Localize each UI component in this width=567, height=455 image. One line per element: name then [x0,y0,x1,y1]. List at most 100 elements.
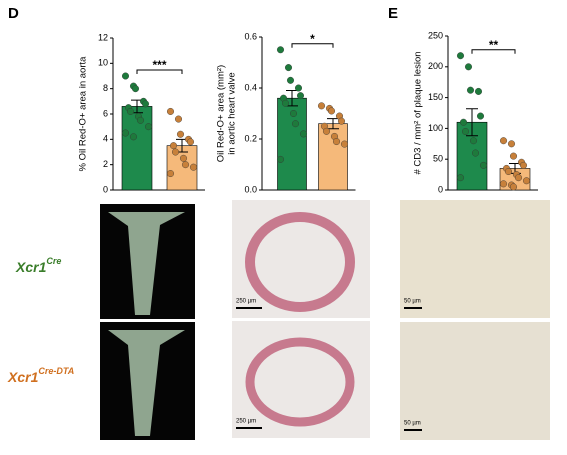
chart: 0 50 100 150 200 250 # CD3 / mm² of plaque les… [413,30,538,194]
data-point [189,163,197,171]
significance-bracket [471,49,516,54]
bar [121,106,153,191]
significance: *** [152,58,166,72]
valve-tissue [245,337,355,427]
significance: * [310,32,315,46]
data-point [520,161,528,169]
y-tick-label: 10 [98,58,108,68]
significance: ** [489,38,499,52]
data-point [500,137,508,145]
data-point [457,174,465,182]
error-bar [327,118,339,130]
y-tick-label: 0.2 [244,133,257,143]
y-tick-label: 6 [103,108,108,118]
data-point [282,99,290,107]
significance-bracket [136,69,183,74]
data-point [508,140,516,148]
data-point [121,129,129,137]
y-tick-label: 0 [438,184,443,194]
aorta-shape [108,212,185,315]
data-point [480,161,488,169]
data-point [523,177,531,185]
data-point [141,100,149,108]
y-tick-label: 0.0 [244,184,257,194]
data-point [121,72,129,80]
data-point [510,183,518,191]
data-point [318,102,326,110]
data-point [292,120,300,128]
data-point [277,155,285,163]
row-sup: Cre-DTA [38,366,74,376]
data-point [475,87,483,95]
data-point [297,92,305,100]
scale-label: 50 µm [404,299,421,305]
data-point [457,52,465,60]
data-point [515,174,523,182]
y-tick-label: 250 [428,30,443,40]
data-point [166,107,174,115]
data-point [470,137,478,145]
row-name: Xcr1 [7,369,39,385]
data-point [323,127,331,135]
y-tick-label: 0 [103,184,108,194]
chart: 0.0 0.2 0.4 0.6 Oil Red-O+ area (mm²) in aort… [216,31,356,194]
chart: 0 2 4 6 8 10 12 % Oil Red-O+ area in aorta *** [78,32,205,194]
row-label: Xcr1Cre-DTA [7,366,74,384]
y-axis-label: # CD3 / mm² of plaque lesion [413,51,424,174]
data-point [169,142,177,150]
y-tick-label: 8 [103,83,108,93]
y-tick-label: 200 [428,61,443,71]
y-tick-label: 100 [428,123,443,133]
data-point [126,107,134,115]
data-point [500,180,508,188]
data-point [477,112,485,120]
scale-label: 250 µm [236,419,256,425]
data-point [290,109,298,117]
data-point [333,138,341,146]
y-axis-label: in aortic heart valve [227,72,238,154]
data-point [462,127,470,135]
y-tick-label: 12 [98,32,108,42]
data-point [338,117,346,125]
data-point [295,84,303,92]
y-tick-label: 4 [103,134,108,144]
y-tick-label: 150 [428,92,443,102]
y-axis-label: % Oil Red-O+ area in aorta [78,56,89,172]
y-axis-label: Oil Red-O+ area (mm²) [216,65,227,162]
data-point [460,118,468,126]
scale-label: 250 µm [236,299,256,305]
error-bar [286,90,298,107]
data-point [328,107,336,115]
data-point [505,168,513,176]
data-point [176,130,184,138]
y-tick-label: 0.4 [244,82,257,92]
panel-label: E [388,5,398,22]
data-point [181,161,189,169]
y-tick-label: 50 [433,154,443,164]
data-point [510,152,518,160]
data-point [179,154,187,162]
row-sup: Cre [46,256,61,266]
data-point [300,130,308,138]
data-point [131,85,139,93]
data-point [136,116,144,124]
data-point [144,123,152,131]
data-point [171,148,179,156]
ihc-image [400,322,550,440]
row-name: Xcr1 [15,259,47,275]
images [100,200,550,440]
panel-label: D [8,5,19,22]
row-label: Xcr1Cre [15,256,61,274]
data-point [467,86,475,94]
y-tick-label: 0.6 [244,31,257,41]
data-point [285,64,293,72]
ihc-image [400,200,550,318]
error-bar [466,108,478,137]
y-tick-label: 2 [103,159,108,169]
data-point [166,170,174,178]
data-point [341,140,349,148]
valve-tissue [245,212,355,312]
data-point [465,63,473,71]
data-point [174,115,182,123]
